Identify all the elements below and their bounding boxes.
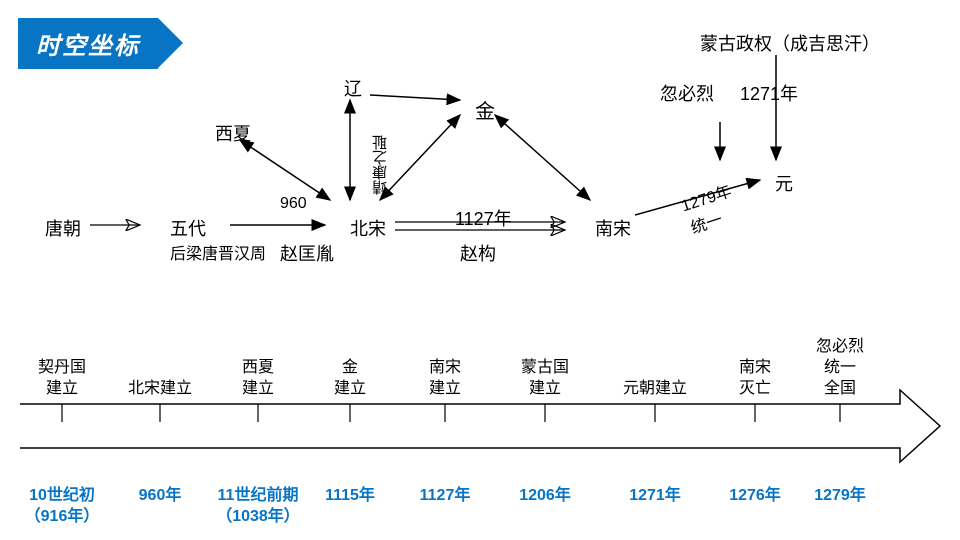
- timeline-event-8: 忽必烈统一全国1279年: [790, 337, 890, 403]
- timeline-event-label: 契丹国建立: [12, 358, 112, 400]
- timeline-event-year: 10世纪初（916年）: [12, 486, 112, 528]
- timeline-event-6: 元朝建立1271年: [605, 379, 705, 404]
- diagram-node-xixia: 西夏: [215, 120, 251, 146]
- edge-label-y1127: 1127年: [455, 205, 512, 231]
- diagram-node-tang: 唐朝: [45, 215, 81, 241]
- diagram-node-mongol: 蒙古政权（成吉思汗）: [700, 30, 880, 56]
- timeline-event-year: 1206年: [495, 486, 595, 507]
- diagram-node-beisong: 北宋: [350, 215, 386, 241]
- timeline-event-label: 北宋建立: [110, 379, 210, 400]
- timeline-event-year: 960年: [110, 486, 210, 507]
- timeline-event-label: 蒙古国建立: [495, 358, 595, 400]
- timeline-event-1: 北宋建立960年: [110, 379, 210, 404]
- timeline-event-year: 1271年: [605, 486, 705, 507]
- edge-label-zhaokuangyin: 赵匡胤: [280, 240, 334, 266]
- edge-label-kublai: 忽必烈: [660, 80, 714, 106]
- timeline-event-0: 契丹国建立10世纪初（916年）: [12, 358, 112, 404]
- diagram-node-liao: 辽: [344, 75, 362, 101]
- diagram-node-nansong: 南宋: [595, 215, 631, 241]
- timeline-event-label: 忽必烈统一全国: [790, 337, 890, 399]
- timeline-event-year: 1127年: [395, 486, 495, 507]
- timeline-event-label: 西夏建立: [208, 358, 308, 400]
- edge-label-jingkang: 靖康之耻: [370, 135, 391, 195]
- timeline-event-year: 1279年: [790, 486, 890, 507]
- header-title: 时空坐标: [36, 33, 140, 60]
- diagram-node-yuan: 元: [775, 170, 793, 196]
- timeline-event-5: 蒙古国建立1206年: [495, 358, 595, 404]
- timeline-event-4: 南宋建立1127年: [395, 358, 495, 404]
- timeline-event-year: 1115年: [300, 486, 400, 507]
- header-badge: 时空坐标: [18, 18, 158, 69]
- timeline-svg: [0, 0, 960, 540]
- edge-label-y1271: 1271年: [740, 80, 798, 106]
- timeline-event-label: 南宋建立: [395, 358, 495, 400]
- diagram-node-jin: 金: [475, 95, 495, 124]
- timeline-event-2: 西夏建立11世纪前期（1038年）: [208, 358, 308, 404]
- timeline-event-year: 11世纪前期（1038年）: [208, 486, 308, 528]
- diagram-node-wudai: 五代: [170, 215, 206, 241]
- diagram-node-wudai_sub: 后梁唐晋汉周: [170, 240, 266, 264]
- timeline-event-3: 金建立1115年: [300, 358, 400, 404]
- edge-label-y960: 960: [280, 195, 307, 213]
- timeline-event-label: 元朝建立: [605, 379, 705, 400]
- timeline-event-label: 金建立: [300, 358, 400, 400]
- edge-label-zhaogou: 赵构: [460, 240, 496, 266]
